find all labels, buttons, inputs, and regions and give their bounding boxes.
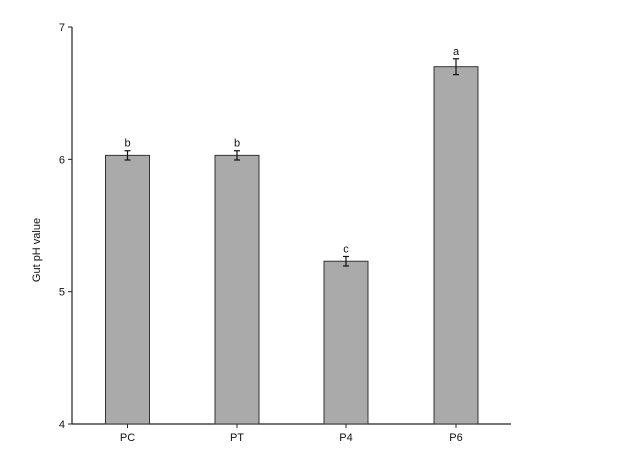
- significance-letter: a: [453, 46, 460, 58]
- significance-letter: b: [124, 138, 130, 150]
- bar-P4: [323, 260, 369, 425]
- bar-P6: [433, 66, 479, 425]
- y-tick-label: 5: [59, 287, 65, 299]
- y-axis-label: Gut pH value: [31, 218, 43, 282]
- x-tick-label: PT: [230, 432, 244, 444]
- y-tick-label: 7: [59, 22, 65, 34]
- significance-letter: c: [343, 243, 349, 255]
- x-tick-label: P6: [449, 432, 462, 444]
- significance-letter: b: [234, 138, 240, 150]
- y-tick-label: 6: [59, 154, 65, 166]
- x-tick-label: P4: [339, 432, 352, 444]
- y-tick-label: 4: [59, 419, 65, 431]
- x-tick-label: PC: [120, 432, 135, 444]
- bars: b b c a: [105, 46, 479, 425]
- bar-PC: [105, 154, 150, 425]
- bar-PT: [214, 154, 260, 425]
